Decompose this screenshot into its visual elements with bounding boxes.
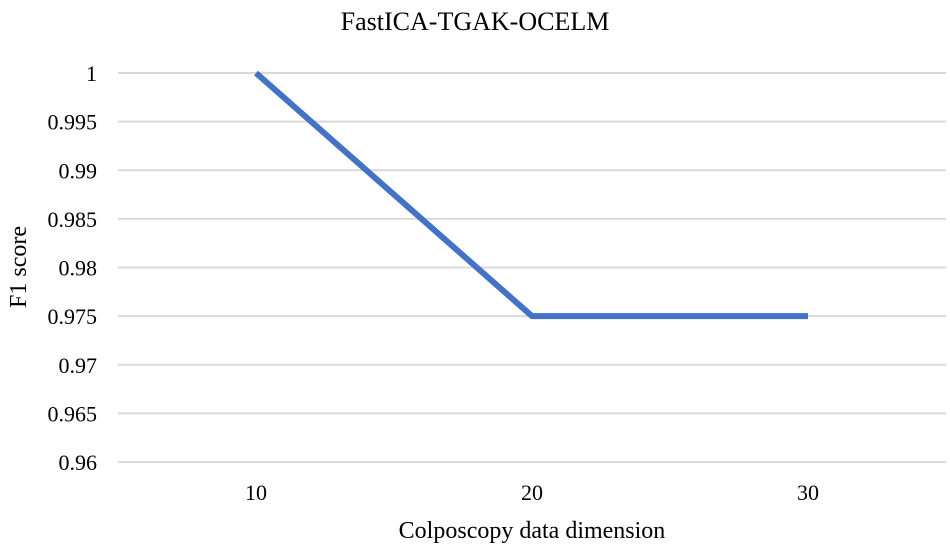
gridlines — [118, 73, 946, 462]
y-tick-label: 0.97 — [59, 353, 98, 378]
y-tick-label: 1 — [86, 61, 97, 86]
series — [256, 73, 808, 316]
x-tick-labels: 10 20 30 — [245, 480, 819, 505]
x-tick-label: 10 — [245, 480, 267, 505]
x-tick-label: 20 — [521, 480, 543, 505]
y-tick-label: 0.98 — [59, 256, 98, 281]
y-tick-label: 0.985 — [48, 207, 98, 232]
y-tick-label: 0.975 — [48, 304, 98, 329]
y-axis-label: F1 score — [6, 226, 32, 308]
series-line — [256, 73, 808, 316]
y-tick-labels: 0.96 0.965 0.97 0.975 0.98 0.985 0.99 0.995 1 — [48, 61, 98, 475]
x-axis-label: Colposcopy data dimension — [399, 518, 666, 544]
y-tick-label: 0.995 — [48, 110, 98, 135]
y-tick-label: 0.96 — [59, 450, 98, 475]
chart-title: FastICA-TGAK-OCELM — [341, 7, 610, 36]
y-tick-label: 0.965 — [48, 401, 98, 426]
x-tick-label: 30 — [797, 480, 819, 505]
y-tick-label: 0.99 — [59, 158, 98, 183]
